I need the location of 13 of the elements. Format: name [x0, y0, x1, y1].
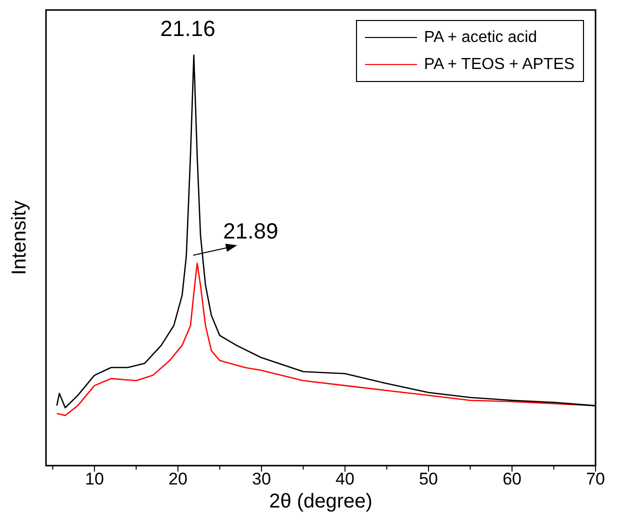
legend-label: PA + TEOS + APTES [424, 56, 575, 74]
legend-label: PA + acetic acid [424, 28, 538, 46]
annotation: 21.16 [160, 16, 216, 42]
x-tick-label: 60 [502, 469, 522, 488]
x-axis-title: 2θ (degree) [269, 490, 372, 513]
x-tick-label: 30 [252, 469, 271, 488]
y-axis-title: Intensity [8, 200, 31, 276]
x-tick-label: 10 [84, 469, 104, 488]
x-tick-label: 70 [586, 469, 606, 488]
x-tick-label: 40 [336, 469, 354, 488]
x-tick-label: 50 [419, 469, 438, 488]
annotation: 21.89 [223, 218, 278, 244]
x-tick-label: 20 [168, 469, 188, 488]
